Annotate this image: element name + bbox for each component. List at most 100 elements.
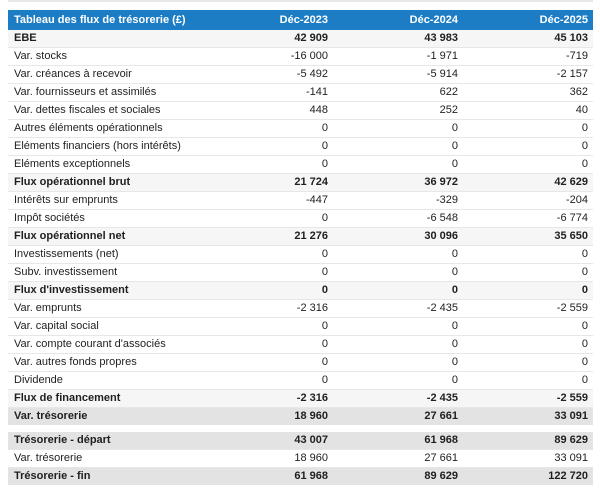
row-label: Eléments exceptionnels (8, 155, 203, 174)
row-value: -2 157 (463, 65, 593, 84)
row-value: -2 435 (333, 389, 463, 408)
row-value: -204 (463, 191, 593, 210)
row-label: Var. trésorerie (8, 449, 203, 468)
row-value: -2 316 (203, 389, 333, 408)
row-value: 18 960 (203, 449, 333, 468)
row-label: Var. créances à recevoir (8, 65, 203, 84)
row-label: Var. compte courant d'associés (8, 335, 203, 354)
table-row: Var. créances à recevoir -5 492 -5 914 -2 1… (8, 65, 593, 84)
row-value: 0 (333, 155, 463, 174)
header-row: Tableau des flux de trésorerie (£) Déc-2… (8, 10, 593, 30)
row-value: 0 (203, 371, 333, 390)
row-value: 0 (333, 245, 463, 264)
row-value: 0 (203, 263, 333, 282)
row-value: 45 103 (463, 30, 593, 48)
spacer-row (8, 425, 593, 432)
row-label: Impôt sociétés (8, 209, 203, 228)
row-value: 362 (463, 83, 593, 102)
table-row: Var. trésorerie 18 960 27 661 33 091 (8, 407, 593, 425)
cropped-row-edge (8, 0, 593, 2)
row-value: 0 (333, 137, 463, 156)
row-label: Intérêts sur emprunts (8, 191, 203, 210)
row-value: 0 (203, 281, 333, 300)
row-value: -2 559 (463, 299, 593, 318)
spacer-cell (8, 425, 593, 432)
table-row: Dividende 0 0 0 (8, 371, 593, 390)
table-row: Investissements (net) 0 0 0 (8, 245, 593, 264)
row-value: -2 316 (203, 299, 333, 318)
row-label: Flux d'investissement (8, 281, 203, 300)
row-value: 0 (203, 245, 333, 264)
row-value: 27 661 (333, 449, 463, 468)
table-row: Trésorerie - départ 43 007 61 968 89 629 (8, 432, 593, 450)
column-header-dec-2023: Déc-2023 (203, 10, 333, 30)
table-row: EBE 42 909 43 983 45 103 (8, 30, 593, 48)
row-value: 18 960 (203, 407, 333, 425)
row-value: 36 972 (333, 173, 463, 192)
row-label: Var. stocks (8, 47, 203, 66)
row-label: Var. dettes fiscales et sociales (8, 101, 203, 120)
row-value: 21 724 (203, 173, 333, 192)
table-row: Var. fournisseurs et assimilés -141 622 362 (8, 83, 593, 102)
row-value: -6 774 (463, 209, 593, 228)
row-value: 0 (333, 335, 463, 354)
row-value: 21 276 (203, 227, 333, 246)
row-value: 0 (463, 263, 593, 282)
row-label: Flux opérationnel net (8, 227, 203, 246)
table-row: Eléments exceptionnels 0 0 0 (8, 155, 593, 174)
table-row: Autres éléments opérationnels 0 0 0 (8, 119, 593, 138)
row-value: 0 (463, 245, 593, 264)
row-value: 252 (333, 101, 463, 120)
row-value: -2 559 (463, 389, 593, 408)
row-value: 0 (203, 353, 333, 372)
row-value: -5 914 (333, 65, 463, 84)
row-value: 0 (203, 209, 333, 228)
column-header-dec-2024: Déc-2024 (333, 10, 463, 30)
row-value: 89 629 (463, 432, 593, 450)
row-value: -1 971 (333, 47, 463, 66)
table-row: Subv. investissement 0 0 0 (8, 263, 593, 282)
table-body: EBE 42 909 43 983 45 103 Var. stocks -16 000-… (8, 30, 593, 485)
row-label: Investissements (net) (8, 245, 203, 264)
row-label: Autres éléments opérationnels (8, 119, 203, 138)
row-label: Var. capital social (8, 317, 203, 336)
column-header-dec-2025: Déc-2025 (463, 10, 593, 30)
table-row: Var. dettes fiscales et sociales 448 252 40 (8, 101, 593, 120)
row-value: 89 629 (333, 467, 463, 485)
row-value: -141 (203, 83, 333, 102)
table-row: Flux d'investissement 0 0 0 (8, 281, 593, 300)
row-value: 448 (203, 101, 333, 120)
row-label: Dividende (8, 371, 203, 390)
table-row: Flux de financement -2 316 -2 435 -2 559 (8, 389, 593, 408)
row-value: 33 091 (463, 407, 593, 425)
row-value: 0 (333, 119, 463, 138)
row-value: 43 007 (203, 432, 333, 450)
row-value: 0 (203, 155, 333, 174)
row-value: 0 (463, 281, 593, 300)
table-row: Var. autres fonds propres 0 0 0 (8, 353, 593, 372)
cash-flow-table: Tableau des flux de trésorerie (£) Déc-2… (8, 10, 593, 485)
row-label: Var. trésorerie (8, 407, 203, 425)
row-value: 0 (203, 137, 333, 156)
table-row: Var. compte courant d'associés 0 0 0 (8, 335, 593, 354)
row-value: 0 (463, 317, 593, 336)
row-label: Flux de financement (8, 389, 203, 408)
row-value: 35 650 (463, 227, 593, 246)
row-value: -2 435 (333, 299, 463, 318)
row-value: -719 (463, 47, 593, 66)
row-value: 0 (333, 353, 463, 372)
row-value: -6 548 (333, 209, 463, 228)
table-row: Flux opérationnel net 21 276 30 096 35 650 (8, 227, 593, 246)
row-label: Var. fournisseurs et assimilés (8, 83, 203, 102)
row-label: Subv. investissement (8, 263, 203, 282)
table-row: Var. emprunts -2 316 -2 435 -2 559 (8, 299, 593, 318)
table-row: Flux opérationnel brut 21 724 36 972 42 629 (8, 173, 593, 192)
row-value: 42 909 (203, 30, 333, 48)
row-value: -329 (333, 191, 463, 210)
row-value: 40 (463, 101, 593, 120)
row-value: 33 091 (463, 449, 593, 468)
row-label: Trésorerie - départ (8, 432, 203, 450)
row-value: 0 (463, 137, 593, 156)
row-value: -447 (203, 191, 333, 210)
